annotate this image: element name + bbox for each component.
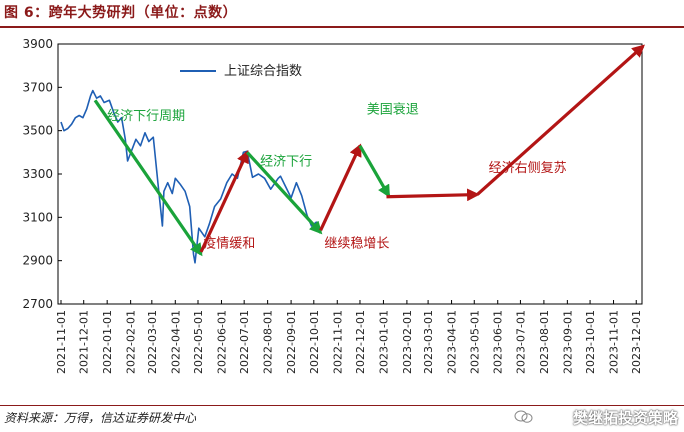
x-tick-label: 2022-09-01 — [285, 310, 298, 374]
x-tick-label: 2022-07-01 — [238, 310, 251, 374]
source-note: 资料来源：万得，信达证券研发中心 — [4, 411, 197, 425]
x-tick-label: 2023-10-01 — [584, 310, 597, 374]
x-tick-label: 2022-11-01 — [331, 310, 344, 374]
x-tick-label: 2023-03-01 — [422, 310, 435, 374]
x-tick-label: 2023-08-01 — [538, 310, 551, 374]
y-axis-ticks: 2700 2900 3100 3300 3500 3700 3900 — [22, 37, 62, 311]
x-axis-ticks: 2021-11-01 2021-12-01 2022-01-01 2022-02-01… — [55, 300, 643, 374]
x-tick-label: 2023-06-01 — [492, 310, 505, 374]
y-tick-label: 3100 — [22, 210, 53, 224]
x-tick-label: 2021-12-01 — [78, 310, 91, 374]
footer-rule — [0, 405, 684, 406]
legend: 上证综合指数 — [180, 64, 302, 79]
x-tick-label: 2023-01-01 — [377, 310, 390, 374]
x-tick-label: 2022-12-01 — [354, 310, 367, 374]
annotation-label: 美国衰退 — [367, 101, 419, 117]
x-tick-label: 2023-07-01 — [514, 310, 527, 374]
x-tick-label: 2023-05-01 — [468, 310, 481, 374]
wechat-icon — [514, 410, 533, 423]
trend-arrow-green — [93, 99, 203, 257]
x-tick-label: 2022-05-01 — [192, 310, 205, 374]
trend-arrow-red — [199, 150, 249, 253]
annotation-label: 经济右侧复苏 — [489, 160, 567, 176]
x-tick-label: 2023-12-01 — [630, 310, 643, 374]
title-rule — [0, 26, 684, 28]
figure-title: 图 6：跨年大势研判（单位：点数） — [4, 5, 238, 21]
x-tick-label: 2023-09-01 — [561, 310, 574, 374]
watermark: 樊继拓投资策略 — [572, 409, 678, 427]
legend-label: 上证综合指数 — [224, 64, 302, 79]
series-layer — [60, 89, 318, 264]
annotation-label: 疫情缓和 — [203, 236, 255, 252]
series-line-sse-composite — [60, 89, 318, 264]
y-tick-label: 3300 — [22, 167, 53, 181]
trend-arrow-red — [476, 44, 645, 196]
x-tick-label: 2023-02-01 — [401, 310, 414, 374]
trend-arrow-red — [319, 143, 362, 232]
x-tick-label: 2022-01-01 — [101, 310, 114, 374]
x-tick-label: 2023-04-01 — [446, 310, 459, 374]
trend-arrows — [93, 44, 645, 257]
x-tick-label: 2022-04-01 — [169, 310, 182, 374]
x-tick-label: 2022-02-01 — [125, 310, 138, 374]
y-tick-label: 3700 — [22, 80, 53, 94]
x-tick-label: 2022-08-01 — [262, 310, 275, 374]
y-tick-label: 3500 — [22, 124, 53, 138]
x-tick-label: 2022-06-01 — [215, 310, 228, 374]
trend-arrow-red — [386, 188, 480, 202]
y-tick-label: 2900 — [22, 254, 53, 268]
trend-arrow-green — [358, 145, 391, 198]
x-tick-label: 2023-11-01 — [608, 310, 621, 374]
x-tick-label: 2021-11-01 — [55, 310, 68, 374]
trend-arrow-green — [246, 151, 323, 235]
y-tick-label: 3900 — [22, 37, 53, 51]
x-tick-label: 2022-10-01 — [308, 310, 321, 374]
annotation-label: 经济下行周期 — [107, 109, 185, 124]
x-tick-label: 2022-03-01 — [146, 310, 159, 374]
annotation-label: 经济下行 — [260, 154, 312, 169]
annotation-label: 继续稳增长 — [324, 236, 389, 252]
y-tick-label: 2700 — [22, 297, 53, 311]
